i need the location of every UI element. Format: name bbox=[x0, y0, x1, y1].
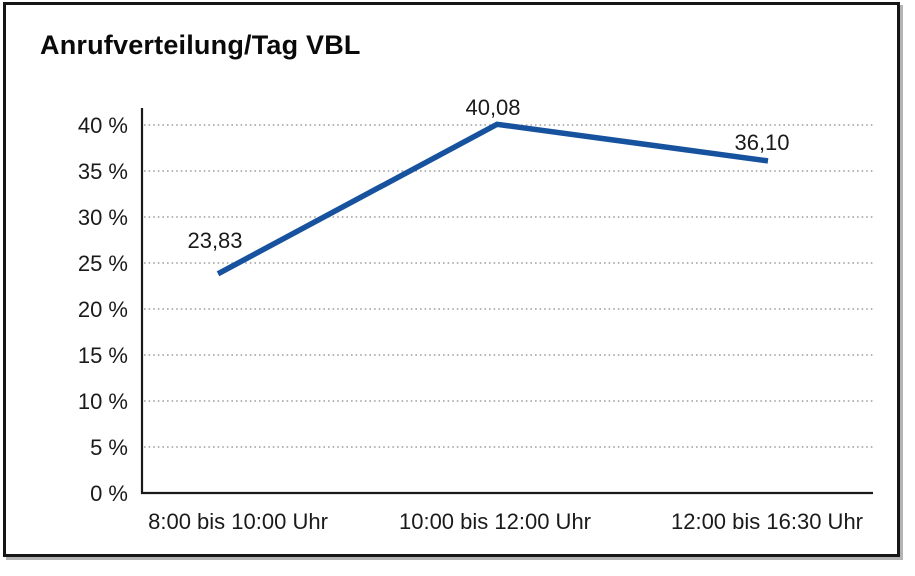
y-tick-label: 30 % bbox=[78, 205, 128, 230]
y-tick-label: 0 % bbox=[90, 481, 128, 506]
x-category-label: 10:00 bis 12:00 Uhr bbox=[399, 509, 591, 534]
y-tick-label: 25 % bbox=[78, 251, 128, 276]
data-line bbox=[216, 121, 769, 277]
y-tick-label: 15 % bbox=[78, 343, 128, 368]
data-label: 23,83 bbox=[187, 228, 242, 253]
data-label: 40,08 bbox=[465, 95, 520, 120]
y-tick-label: 40 % bbox=[78, 113, 128, 138]
chart-frame bbox=[3, 2, 900, 557]
y-tick-label: 35 % bbox=[78, 159, 128, 184]
x-category-label: 8:00 bis 10:00 Uhr bbox=[148, 509, 328, 534]
data-label: 36,10 bbox=[734, 130, 789, 155]
y-tick-label: 20 % bbox=[78, 297, 128, 322]
y-tick-label: 10 % bbox=[78, 389, 128, 414]
y-tick-label: 5 % bbox=[90, 435, 128, 460]
x-category-label: 12:00 bis 16:30 Uhr bbox=[671, 509, 863, 534]
chart-title: Anrufverteilung/Tag VBL bbox=[40, 30, 361, 60]
